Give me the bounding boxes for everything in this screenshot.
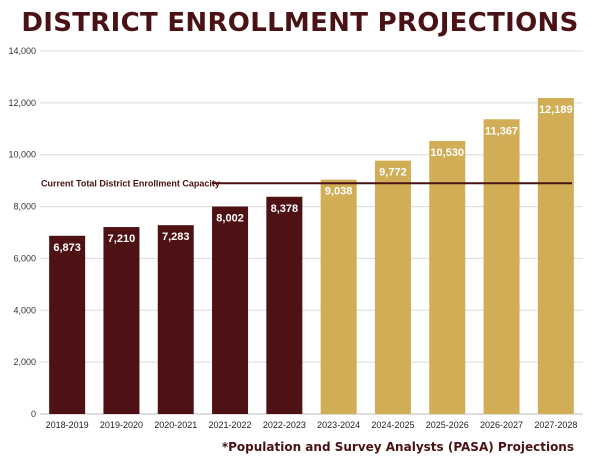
- x-tick-label: 2026-2027: [480, 420, 523, 430]
- bar-projected: [483, 119, 520, 414]
- x-tick-label: 2022-2023: [263, 420, 306, 430]
- data-label: 10,530: [430, 147, 464, 159]
- bar-projected: [429, 140, 466, 414]
- x-tick-label: 2018-2019: [46, 420, 89, 430]
- data-label: 11,367: [485, 125, 518, 137]
- x-tick-label: 2027-2028: [534, 420, 577, 430]
- x-tick-label: 2025-2026: [426, 420, 469, 430]
- bar-actual: [212, 206, 249, 414]
- y-tick-label: 12,000: [8, 98, 36, 108]
- y-tick-label: 6,000: [13, 253, 36, 263]
- x-tick-label: 2021-2022: [209, 420, 252, 430]
- y-tick-label: 0: [31, 409, 36, 419]
- bar-actual: [157, 225, 194, 414]
- x-tick-label: 2020-2021: [154, 420, 197, 430]
- bar-actual: [49, 235, 86, 414]
- bar-projected: [537, 97, 574, 415]
- data-label: 7,283: [162, 231, 190, 243]
- data-label: 9,772: [379, 167, 407, 179]
- data-label: 7,210: [108, 233, 136, 245]
- data-label: 12,189: [539, 104, 573, 116]
- data-label: 8,378: [271, 203, 299, 215]
- x-tick-label: 2024-2025: [371, 420, 414, 430]
- bar-projected: [320, 179, 357, 414]
- data-label: 6,873: [53, 242, 81, 254]
- y-tick-label: 4,000: [13, 305, 36, 315]
- capacity-line-label: Current Total District Enrollment Capaci…: [41, 179, 220, 189]
- x-tick-label: 2023-2024: [317, 420, 360, 430]
- data-label: 9,038: [325, 186, 353, 198]
- bar-actual: [266, 196, 303, 414]
- x-tick-label: 2019-2020: [100, 420, 143, 430]
- y-tick-label: 14,000: [8, 46, 36, 56]
- y-tick-label: 10,000: [8, 150, 36, 160]
- chart-title: DISTRICT ENROLLMENT PROJECTIONS: [21, 8, 579, 38]
- y-tick-label: 2,000: [13, 357, 36, 367]
- data-label: 8,002: [216, 213, 244, 225]
- bar-actual: [103, 227, 140, 414]
- bar-projected: [374, 160, 411, 414]
- y-tick-label: 8,000: [13, 202, 36, 212]
- footnote: *Population and Survey Analysts (PASA) P…: [221, 440, 574, 454]
